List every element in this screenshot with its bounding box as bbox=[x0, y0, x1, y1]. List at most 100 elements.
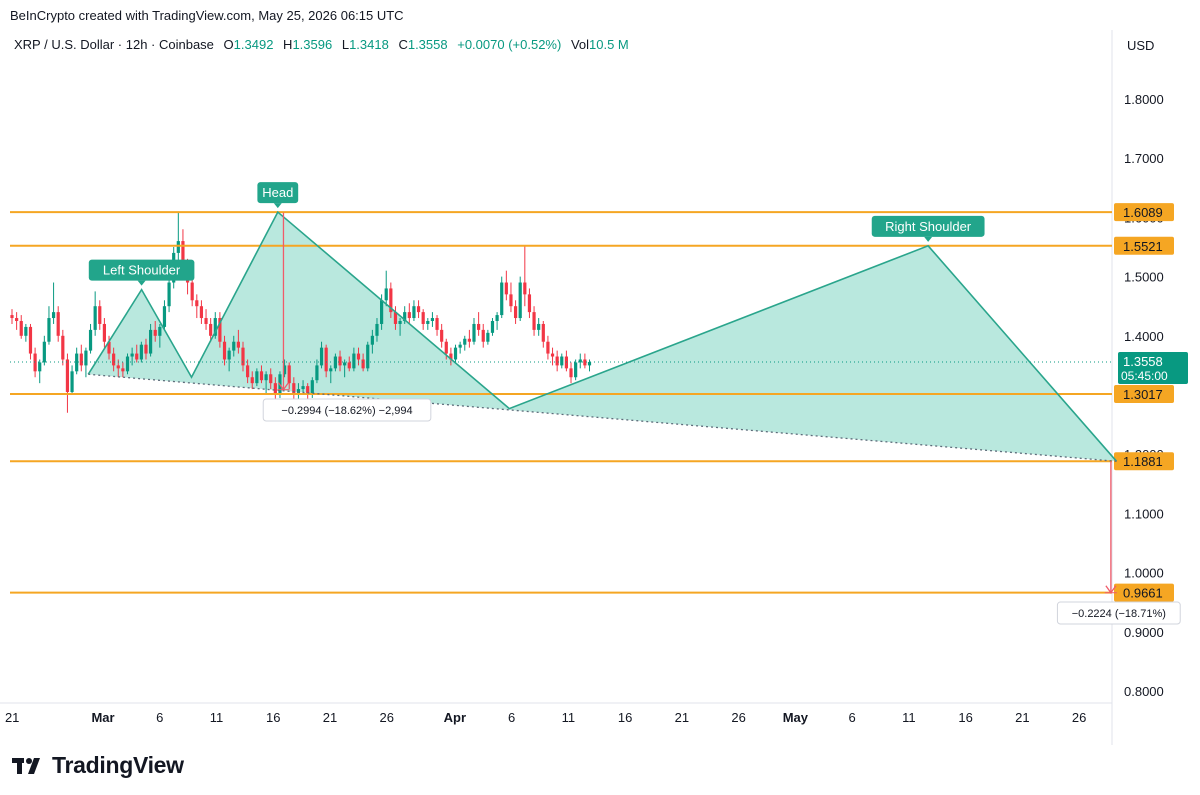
candle-body bbox=[209, 323, 213, 336]
candle-body bbox=[204, 318, 208, 324]
candle-body bbox=[158, 326, 162, 336]
candle-body bbox=[61, 335, 65, 360]
candle-body bbox=[153, 329, 157, 336]
candle-body bbox=[199, 306, 204, 319]
candle-body bbox=[398, 321, 402, 324]
candle-body bbox=[287, 365, 291, 384]
measure-tool: −0.2224 (−18.71%) bbox=[1056, 461, 1181, 625]
candle-body bbox=[75, 353, 79, 372]
pattern-label-text: Head bbox=[262, 185, 293, 200]
candle-body bbox=[56, 312, 60, 336]
candle-body bbox=[509, 294, 513, 307]
candle-body bbox=[70, 371, 74, 393]
candle-body bbox=[102, 323, 106, 342]
candle-body bbox=[347, 362, 351, 369]
candle-body bbox=[421, 312, 425, 324]
candle-body bbox=[38, 362, 42, 372]
time-tick-label: 21 bbox=[5, 710, 19, 725]
candle-body bbox=[513, 306, 518, 319]
candle-body bbox=[98, 306, 102, 324]
candle-body bbox=[467, 338, 471, 342]
time-tick-label: May bbox=[783, 710, 809, 725]
candle-body bbox=[259, 371, 264, 381]
level-price-badge bbox=[1114, 203, 1174, 222]
candle-body bbox=[149, 329, 153, 354]
candle-body bbox=[116, 365, 120, 369]
tradingview-logo-icon bbox=[12, 758, 40, 774]
candle-body bbox=[560, 356, 564, 366]
candle-body bbox=[389, 288, 393, 313]
candle-body bbox=[550, 353, 555, 357]
candle-body bbox=[269, 374, 273, 384]
candle-body bbox=[250, 377, 254, 384]
symbol-name[interactable]: XRP / U.S. Dollar · 12h · Coinbase bbox=[14, 37, 214, 52]
candle-body bbox=[222, 341, 227, 360]
candle-body bbox=[162, 306, 167, 327]
level-price-badge bbox=[1114, 384, 1174, 403]
measure-info-text: −0.2994 (−18.62%) −2,994 bbox=[281, 405, 412, 417]
candle-body bbox=[574, 362, 578, 378]
time-tick-label: 21 bbox=[675, 710, 689, 725]
pattern-label-text: Left Shoulder bbox=[103, 263, 181, 278]
candle-body bbox=[292, 383, 296, 395]
candle-body bbox=[537, 323, 541, 330]
candle-body bbox=[84, 350, 88, 366]
pattern-label-bg bbox=[88, 259, 195, 281]
measure-tool: −0.2994 (−18.62%) −2,994 bbox=[262, 212, 432, 422]
time-tick-label: 26 bbox=[380, 710, 394, 725]
candle-body bbox=[241, 347, 245, 366]
candle-body bbox=[135, 353, 139, 360]
close-value: 1.3558 bbox=[407, 37, 448, 52]
currency-label[interactable]: USD bbox=[1127, 38, 1155, 53]
candle-body bbox=[440, 329, 444, 342]
candle-body bbox=[190, 282, 194, 301]
time-tick-label: 26 bbox=[1072, 710, 1086, 725]
candle-body bbox=[518, 282, 522, 319]
candle-body bbox=[523, 282, 527, 295]
candle-body bbox=[527, 294, 532, 313]
candle-body bbox=[481, 329, 485, 342]
level-price-badge bbox=[1114, 452, 1174, 471]
candle-body bbox=[176, 241, 180, 253]
candle-body bbox=[195, 300, 199, 307]
price-tick-label: 1.8000 bbox=[1124, 92, 1164, 107]
candle-body bbox=[282, 365, 287, 375]
low-label: L bbox=[341, 37, 350, 52]
head-and-shoulders-fill bbox=[88, 212, 1117, 462]
pattern-label-bg bbox=[257, 182, 299, 204]
candle-body bbox=[130, 353, 134, 357]
candle-body bbox=[107, 341, 111, 354]
candle-body bbox=[490, 321, 495, 333]
level-price-label: 1.6089 bbox=[1123, 205, 1163, 220]
candle-body bbox=[112, 353, 116, 366]
price-tick-label: 0.8000 bbox=[1124, 684, 1164, 699]
candle-body bbox=[472, 323, 476, 342]
bar-countdown-label: 05:45:00 bbox=[1121, 369, 1168, 383]
measure-info-text: −0.2224 (−18.71%) bbox=[1072, 608, 1166, 620]
pattern-label-badge: Right Shoulder bbox=[871, 215, 985, 242]
time-tick-label: 11 bbox=[902, 710, 916, 725]
candle-body bbox=[458, 344, 462, 348]
candle-body bbox=[495, 315, 499, 321]
price-chart[interactable]: 1.80001.70001.60001.50001.40001.30001.20… bbox=[0, 0, 1200, 745]
candle-body bbox=[227, 350, 231, 360]
pattern-label-text: Right Shoulder bbox=[885, 219, 972, 234]
level-price-label: 1.1881 bbox=[1123, 454, 1163, 469]
level-price-label: 1.5521 bbox=[1123, 239, 1163, 254]
price-tick-label: 1.7000 bbox=[1124, 151, 1164, 166]
candle-body bbox=[232, 341, 236, 351]
tradingview-logo-text: TradingView bbox=[52, 751, 184, 778]
pattern-label-pointer bbox=[924, 236, 933, 242]
candle-body bbox=[324, 347, 328, 372]
candle-body bbox=[42, 341, 46, 363]
change-value: +0.0070 (+0.52%) bbox=[457, 37, 562, 52]
time-tick-label: 16 bbox=[618, 710, 632, 725]
candle-body bbox=[93, 306, 97, 330]
candle-body bbox=[569, 368, 573, 378]
candle-body bbox=[24, 326, 28, 336]
candle-body bbox=[356, 353, 361, 360]
candle-body bbox=[587, 361, 592, 366]
candle-body bbox=[329, 368, 333, 372]
candle-body bbox=[416, 306, 421, 313]
candle-body bbox=[65, 359, 70, 393]
